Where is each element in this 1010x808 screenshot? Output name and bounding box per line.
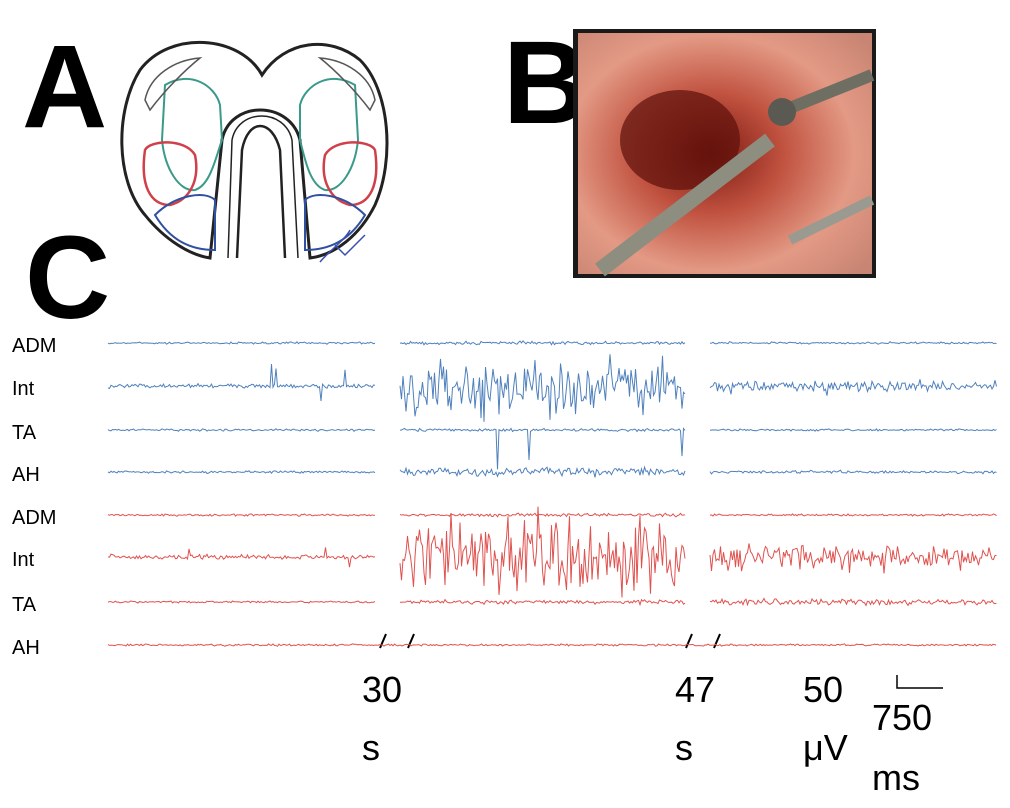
emg-trace xyxy=(107,470,376,475)
panel-label: A xyxy=(22,21,107,153)
scale-amplitude: 50 xyxy=(803,669,843,710)
emg-trace xyxy=(400,598,686,607)
channel-label: ADM xyxy=(12,335,56,357)
channel-label: AH xyxy=(12,637,40,659)
emg-trace xyxy=(709,428,997,432)
break-time: 47 xyxy=(675,669,715,710)
break-unit: s xyxy=(675,727,693,768)
emg-trace xyxy=(399,512,686,518)
emg-trace xyxy=(709,597,997,607)
channel-label: AH xyxy=(12,464,40,486)
channel-label: Int xyxy=(12,378,35,400)
emg-trace xyxy=(399,340,686,346)
emg-trace xyxy=(107,513,375,517)
break-time: 30 xyxy=(362,669,402,710)
panel-label: C xyxy=(25,212,110,344)
emg-trace xyxy=(107,428,376,433)
emg-trace xyxy=(709,469,997,475)
scale-bar xyxy=(896,675,943,689)
scale-duration: 750 xyxy=(872,697,932,738)
emg-trace xyxy=(709,341,997,345)
emg-trace xyxy=(399,506,686,598)
emg-trace xyxy=(709,543,997,574)
emg-trace xyxy=(107,600,376,604)
scale-duration-unit: ms xyxy=(872,757,920,798)
spinal-cord-sketch xyxy=(120,40,389,263)
surgical-photo xyxy=(573,29,876,278)
emg-trace xyxy=(399,427,686,470)
emg-trace xyxy=(399,354,686,422)
emg-trace xyxy=(107,547,376,568)
emg-trace xyxy=(709,513,997,517)
channel-label: Int xyxy=(12,549,35,571)
emg-trace xyxy=(107,363,376,402)
channel-label: TA xyxy=(12,594,37,616)
channel-label: TA xyxy=(12,422,37,444)
break-marks xyxy=(379,633,721,649)
emg-trace xyxy=(399,465,686,478)
traces: ADM Int TA AH ADM Int TA AH xyxy=(12,335,997,659)
emg-trace xyxy=(107,643,997,647)
scale-amplitude-unit: μV xyxy=(803,727,848,768)
break-unit: s xyxy=(362,727,380,768)
channel-label: ADM xyxy=(12,507,56,529)
emg-trace xyxy=(709,379,997,396)
emg-trace xyxy=(107,341,376,345)
